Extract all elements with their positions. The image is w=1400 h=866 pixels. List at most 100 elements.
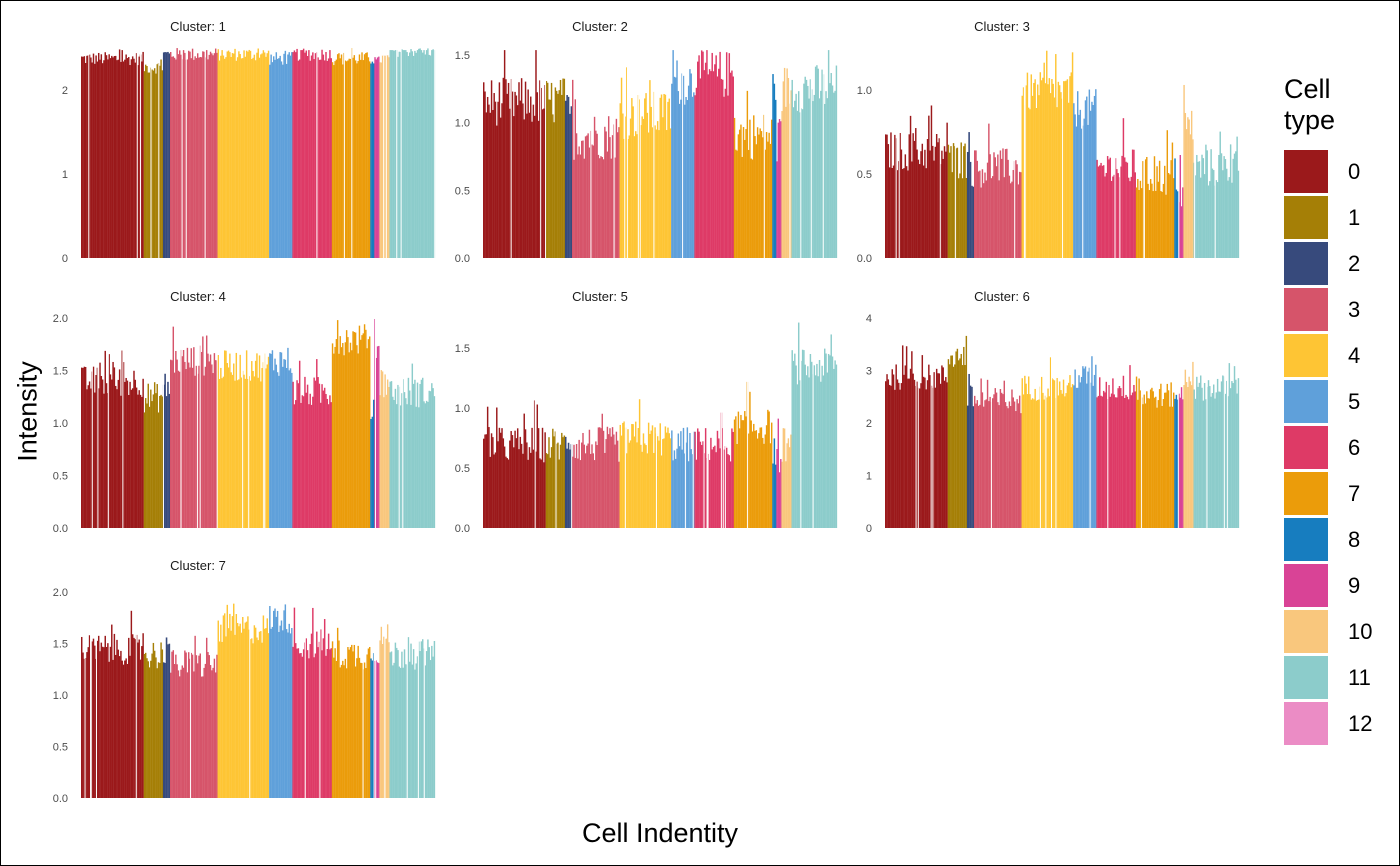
bar	[367, 57, 370, 258]
bar	[499, 117, 502, 258]
bar	[408, 52, 411, 259]
bar	[137, 642, 139, 798]
bar	[261, 368, 263, 528]
bar	[694, 95, 696, 258]
bar	[308, 658, 310, 798]
bar	[425, 400, 428, 528]
bar	[82, 652, 84, 798]
bar	[269, 606, 271, 798]
bar	[1083, 368, 1085, 528]
bar	[796, 110, 799, 258]
legend-item: 4	[1284, 334, 1394, 380]
bar	[365, 668, 367, 798]
bar	[1143, 394, 1145, 528]
bar	[1120, 388, 1122, 528]
bar	[735, 149, 737, 258]
bar	[1074, 114, 1076, 258]
bar	[374, 660, 376, 798]
bar	[291, 52, 293, 258]
bar	[535, 451, 537, 528]
bar	[641, 451, 643, 528]
bar	[522, 453, 524, 528]
bar	[105, 383, 108, 528]
bar	[1096, 397, 1098, 528]
bar	[941, 365, 943, 528]
legend-item: 0	[1284, 150, 1394, 196]
bar-gap	[107, 318, 109, 528]
bar	[81, 56, 83, 258]
bar	[983, 406, 985, 528]
bar	[184, 361, 186, 528]
bar	[618, 461, 620, 528]
bar	[262, 615, 265, 798]
bar	[94, 63, 96, 259]
bar-gap	[898, 48, 900, 258]
bar-gap	[185, 48, 187, 258]
bar	[672, 460, 674, 528]
bar	[200, 57, 203, 258]
bar-gap	[1082, 48, 1084, 258]
bar	[432, 49, 434, 258]
bar	[297, 383, 300, 528]
bar	[1237, 378, 1240, 528]
bar	[990, 178, 993, 258]
y-tick-label: 1.0	[455, 403, 470, 415]
y-tick-label: 0.0	[455, 253, 470, 265]
bar	[1162, 399, 1165, 528]
bar	[320, 629, 322, 798]
bar	[1165, 194, 1167, 258]
bar	[370, 658, 372, 798]
bar	[371, 416, 374, 528]
bar	[1100, 395, 1102, 528]
bar	[305, 392, 307, 528]
bar	[283, 359, 285, 528]
bar	[289, 633, 292, 798]
bar	[111, 379, 113, 528]
bar	[126, 380, 129, 528]
bar	[274, 358, 276, 528]
bar	[1176, 399, 1179, 528]
bar	[558, 459, 560, 528]
bar	[1089, 382, 1092, 528]
bar	[185, 369, 187, 528]
bar	[411, 664, 414, 798]
bar	[604, 452, 606, 528]
bar	[196, 663, 199, 798]
bar	[134, 379, 137, 528]
bar	[108, 54, 110, 258]
bar	[719, 51, 721, 259]
bar	[894, 134, 896, 258]
bar	[395, 647, 398, 798]
bar	[1008, 175, 1011, 258]
legend-item: 5	[1284, 380, 1394, 426]
bar	[658, 440, 660, 528]
bar	[1152, 391, 1154, 528]
bar	[164, 52, 166, 258]
bar	[794, 100, 796, 258]
bar	[251, 361, 253, 528]
bar	[1202, 400, 1205, 528]
bar	[539, 458, 541, 528]
bar-gap	[190, 587, 192, 798]
bar	[1135, 376, 1138, 528]
bar	[179, 676, 181, 798]
bar	[593, 460, 596, 528]
bar	[908, 134, 910, 258]
bar	[133, 637, 135, 798]
bar	[254, 60, 257, 259]
bar	[266, 53, 268, 259]
bar	[331, 641, 334, 798]
bar	[513, 116, 515, 258]
bar	[376, 57, 379, 258]
bar	[1026, 394, 1029, 528]
bar	[138, 56, 140, 258]
bar	[994, 388, 996, 528]
bar	[825, 353, 827, 528]
bar	[758, 134, 760, 258]
bar	[1117, 173, 1119, 258]
bar	[664, 94, 667, 258]
bar	[348, 649, 350, 798]
bar	[1110, 180, 1113, 258]
bar	[172, 326, 175, 528]
bar	[1071, 384, 1074, 528]
